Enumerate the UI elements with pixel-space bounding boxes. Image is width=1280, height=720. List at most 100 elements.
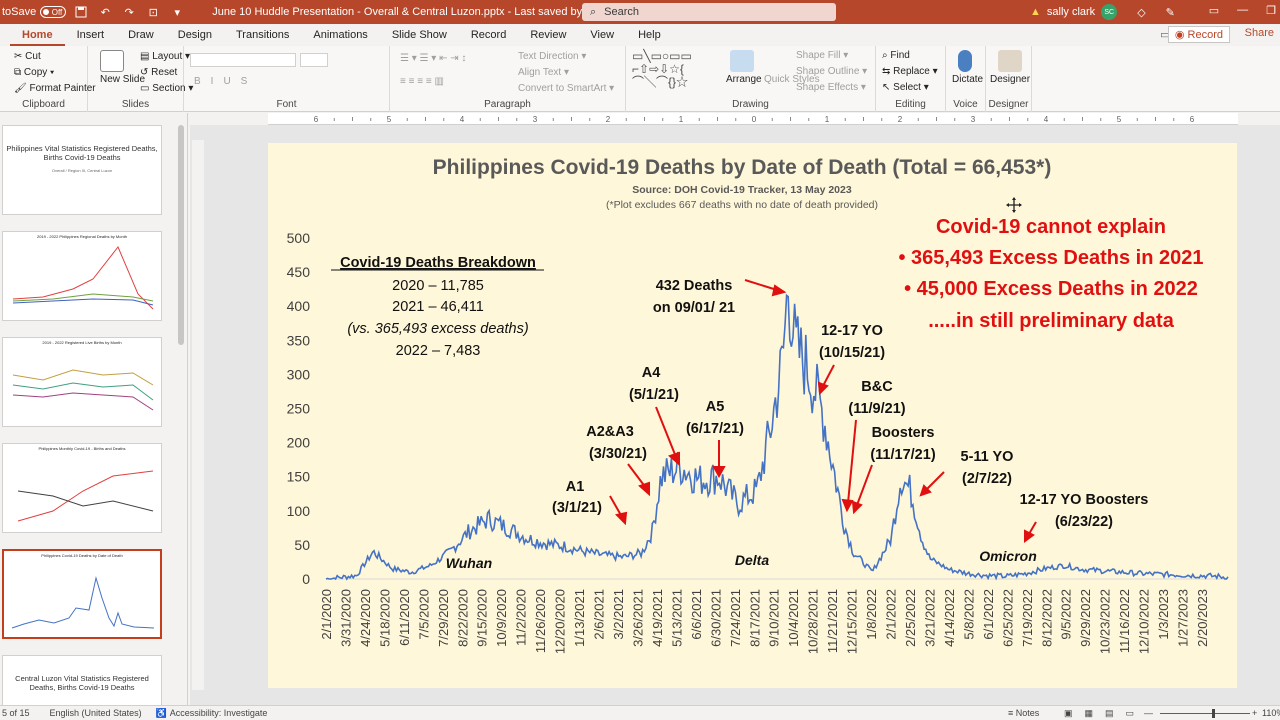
customize-toolbar-icon[interactable]: ▾ bbox=[174, 6, 181, 19]
alignment-buttons[interactable]: ≡ ≡ ≡ ≡ ▥ bbox=[400, 76, 444, 87]
arrange-button[interactable]: Arrange bbox=[726, 74, 762, 85]
annotation-a1-date: (3/1/21) bbox=[552, 500, 602, 516]
designer-button[interactable]: Designer bbox=[990, 74, 1031, 85]
view-buttons[interactable]: ▣▦▤▭ bbox=[1064, 707, 1147, 718]
zoom-level[interactable]: 110% bbox=[1262, 708, 1280, 718]
designer-label: Designer bbox=[988, 99, 1029, 110]
thumbnail-chart-4 bbox=[17, 470, 154, 522]
find-button[interactable]: ⌕ Find bbox=[882, 50, 910, 61]
diamond-icon[interactable]: ◇ bbox=[1137, 6, 1146, 19]
tab-animations[interactable]: Animations bbox=[313, 29, 368, 41]
save-icon[interactable] bbox=[72, 3, 90, 21]
tab-home[interactable]: Home bbox=[10, 24, 65, 46]
shapes-gallery[interactable]: ▭╲▭○▭▭ ⌐⇧⇨⇩☆{⌒╲⌒{}☆ bbox=[632, 49, 692, 89]
present-icon[interactable]: ⊡ bbox=[148, 6, 158, 19]
x-tick-label: 2/1/2022 bbox=[884, 589, 899, 640]
record-button[interactable]: ◉ Record bbox=[1167, 26, 1230, 43]
x-tick-label: 11/21/2021 bbox=[825, 589, 840, 653]
annotation-a1-label: A1 bbox=[566, 479, 585, 495]
align-text-button[interactable]: Align Text ▾ bbox=[518, 67, 569, 78]
zoom-out-icon[interactable]: — bbox=[1144, 708, 1153, 718]
search-input[interactable]: ⌕ Search bbox=[582, 3, 836, 21]
user-account[interactable]: ▲ sally clark SC ◇ ✎ bbox=[1030, 4, 1175, 20]
x-tick-label: 12/20/2020 bbox=[553, 589, 568, 654]
slides-group: New Slide ▤ Layout ▾ ↺ Reset ▭ Section ▾… bbox=[88, 46, 193, 112]
microphone-icon[interactable] bbox=[958, 50, 972, 72]
x-tick-label: 10/28/2021 bbox=[806, 589, 821, 654]
comments-icon[interactable]: ▭ bbox=[1160, 29, 1171, 41]
x-tick-label: 7/19/2022 bbox=[1020, 589, 1035, 647]
wave-label-wuhan: Wuhan bbox=[446, 555, 492, 571]
zoom-slider[interactable] bbox=[1160, 713, 1250, 714]
text-direction-button[interactable]: Text Direction ▾ bbox=[518, 51, 587, 62]
slide[interactable]: Philippines Covid-19 Deaths by Date of D… bbox=[268, 143, 1237, 688]
ribbon-display-icon[interactable]: ▭ bbox=[1208, 5, 1220, 17]
tab-slide-show[interactable]: Slide Show bbox=[391, 29, 447, 41]
tab-record[interactable]: Record bbox=[470, 29, 507, 41]
cut-button[interactable]: ✂ Cut bbox=[14, 51, 41, 62]
slide-thumbnail-1[interactable]: Philippines Vital Statistics Registered … bbox=[2, 125, 162, 215]
section-button[interactable]: ▭ Section ▾ bbox=[140, 83, 194, 94]
quick-styles-button[interactable]: Quick Styles bbox=[764, 74, 820, 85]
layout-button[interactable]: ▤ Layout ▾ bbox=[140, 51, 191, 62]
copy-button[interactable]: ⧉ Copy ▾ bbox=[14, 67, 55, 78]
slide-thumbnail-5[interactable]: Philippines Covid-19 Deaths by Date of D… bbox=[2, 549, 162, 639]
select-button[interactable]: ↖ Select ▾ bbox=[882, 82, 929, 93]
tab-design[interactable]: Design bbox=[177, 29, 212, 41]
minimize-icon[interactable]: — bbox=[1237, 4, 1249, 16]
x-axis-ticks: 2/1/2020 3/31/2020 4/24/2020 5/18/2020 6/11/… bbox=[319, 589, 1210, 654]
share-button[interactable]: Share bbox=[1244, 27, 1274, 39]
tab-draw[interactable]: Draw bbox=[128, 29, 154, 41]
search-icon: ⌕ bbox=[590, 5, 597, 18]
shape-effects-button[interactable]: Shape Effects ▾ bbox=[796, 82, 866, 93]
font-name-field[interactable] bbox=[190, 53, 296, 67]
tab-help[interactable]: Help bbox=[638, 29, 661, 41]
list-buttons[interactable]: ☰ ▾ ☰ ▾ ⇤ ⇥ ↕ bbox=[400, 53, 467, 64]
zoom-in-icon[interactable]: + bbox=[1252, 708, 1258, 718]
thumbnail-chart-5 bbox=[11, 576, 155, 629]
x-tick-label: 6/25/2022 bbox=[1000, 589, 1015, 647]
thumbnail-scrollbar[interactable] bbox=[176, 113, 186, 705]
arrange-icon[interactable] bbox=[730, 50, 754, 72]
replace-button[interactable]: ⇆ Replace ▾ bbox=[882, 66, 938, 77]
tab-view[interactable]: View bbox=[590, 29, 615, 41]
x-tick-label: 8/17/2021 bbox=[747, 589, 762, 647]
breakdown-title: Covid-19 Deaths Breakdown bbox=[340, 255, 536, 271]
designer-icon[interactable] bbox=[998, 50, 1022, 72]
notes-button[interactable]: ≡ Notes bbox=[1008, 708, 1040, 718]
tab-transitions[interactable]: Transitions bbox=[236, 29, 290, 41]
thumbnail-chart-3 bbox=[12, 369, 154, 411]
autosave-control[interactable]: toSave Off bbox=[2, 6, 67, 18]
new-slide-icon[interactable] bbox=[100, 50, 124, 72]
x-tick-label: 6/11/2020 bbox=[397, 589, 412, 646]
slide-thumbnail-6[interactable]: Central Luzon Vital Statistics Registere… bbox=[2, 655, 162, 705]
avatar[interactable]: SC bbox=[1101, 4, 1118, 20]
slide-thumbnail-4[interactable]: Philippines Monthly Covid-19 - Births an… bbox=[2, 443, 162, 533]
clipboard-label: Clipboard bbox=[22, 99, 65, 110]
tab-review[interactable]: Review bbox=[530, 29, 567, 41]
slides-label: Slides bbox=[121, 99, 150, 110]
font-size-field[interactable] bbox=[300, 53, 328, 67]
redo-icon[interactable]: ↷ bbox=[124, 6, 134, 19]
dictate-button[interactable]: Dictate bbox=[952, 74, 984, 85]
shape-fill-button[interactable]: Shape Fill ▾ bbox=[796, 50, 849, 61]
annotation-boosters-label: Boosters bbox=[872, 425, 935, 441]
y-tick-0: 0 bbox=[302, 571, 310, 587]
undo-icon[interactable]: ↶ bbox=[100, 6, 110, 19]
language-indicator[interactable]: English (United States) bbox=[49, 708, 142, 718]
pen-icon[interactable]: ✎ bbox=[1165, 6, 1175, 19]
tab-insert[interactable]: Insert bbox=[76, 29, 105, 41]
format-painter-button[interactable]: 🖌 Format Painter bbox=[14, 83, 96, 94]
slide-thumbnail-3[interactable]: 2019 - 2022 Registered Live Births by Mo… bbox=[2, 337, 162, 427]
slide-thumbnail-2[interactable]: 2019 - 2022 Philippines Regional Deaths … bbox=[2, 231, 162, 321]
reset-button[interactable]: ↺ Reset bbox=[140, 67, 178, 78]
accessibility-status[interactable]: Accessibility: Investigate bbox=[169, 708, 268, 718]
smartart-button[interactable]: Convert to SmartArt ▾ bbox=[518, 83, 615, 94]
x-tick-label: 1/3/2023 bbox=[1156, 589, 1171, 640]
shape-outline-button[interactable]: Shape Outline ▾ bbox=[796, 66, 868, 77]
font-style-buttons[interactable]: BIUS bbox=[194, 76, 258, 87]
zoom-slider-thumb[interactable] bbox=[1212, 709, 1215, 718]
autosave-toggle[interactable]: Off bbox=[40, 6, 67, 18]
new-slide-button[interactable]: New Slide bbox=[100, 74, 146, 85]
maximize-icon[interactable]: ❐ bbox=[1266, 5, 1276, 17]
